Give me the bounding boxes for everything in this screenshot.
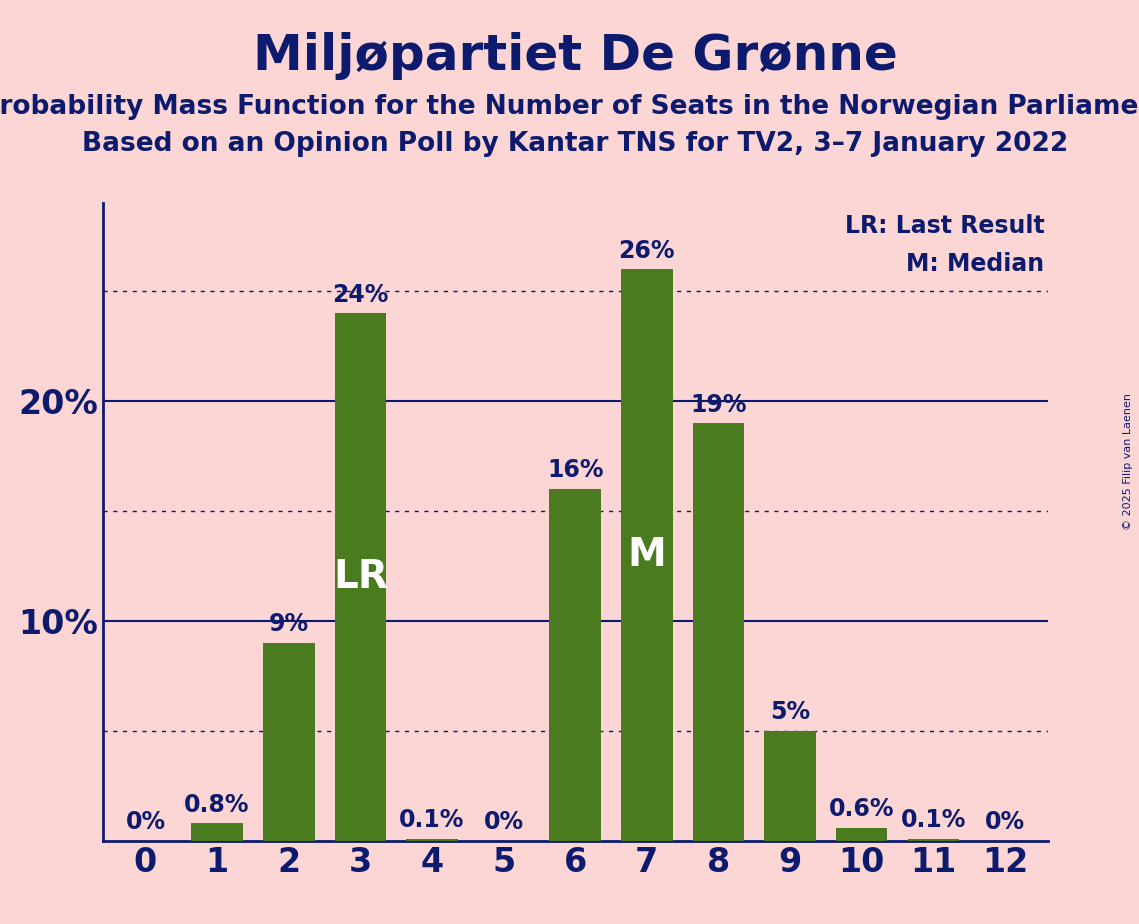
Text: M: Median: M: Median [907,251,1044,275]
Text: 0.6%: 0.6% [829,797,894,821]
Text: 0%: 0% [484,810,524,834]
Text: 0.1%: 0.1% [901,808,966,832]
Text: © 2025 Filip van Laenen: © 2025 Filip van Laenen [1123,394,1133,530]
Text: LR: Last Result: LR: Last Result [844,214,1044,238]
Text: 26%: 26% [618,238,675,262]
Text: 19%: 19% [690,393,747,417]
Text: Miljøpartiet De Grønne: Miljøpartiet De Grønne [253,32,898,80]
Text: 9%: 9% [269,613,309,637]
Text: M: M [628,536,666,574]
Text: 0.8%: 0.8% [185,793,249,817]
Text: 0.1%: 0.1% [400,808,465,832]
Bar [549,489,601,841]
Text: 24%: 24% [333,283,388,307]
Text: 5%: 5% [770,700,810,724]
Text: 0%: 0% [125,810,165,834]
Bar [621,269,673,841]
Bar [263,643,314,841]
Text: 16%: 16% [547,458,604,482]
Text: LR: LR [333,558,387,596]
Text: Probability Mass Function for the Number of Seats in the Norwegian Parliament: Probability Mass Function for the Number… [0,94,1139,120]
Bar [908,839,959,841]
Text: Based on an Opinion Poll by Kantar TNS for TV2, 3–7 January 2022: Based on an Opinion Poll by Kantar TNS f… [82,131,1068,157]
Bar [693,423,744,841]
Bar [764,731,816,841]
Bar [407,839,458,841]
Bar [335,313,386,841]
Text: 0%: 0% [985,810,1025,834]
Bar [836,828,887,841]
Bar [191,823,243,841]
